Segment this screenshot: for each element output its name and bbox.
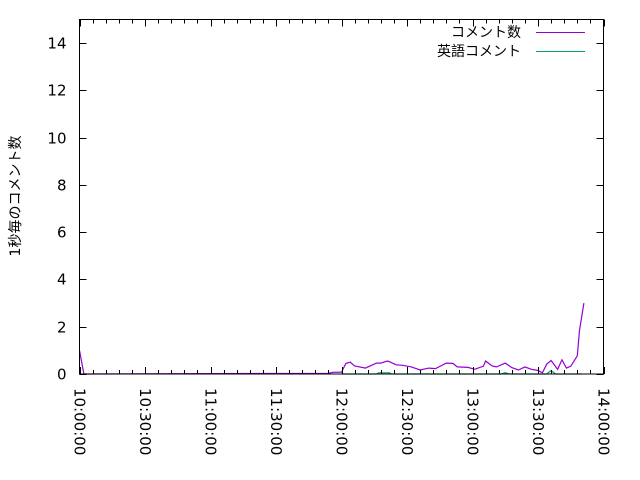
y-tick-label: 2 [57,319,67,337]
legend-label-english-comments: 英語コメント [437,43,521,60]
series-line-0 [78,303,585,375]
legend-label-comments: コメント数 [451,25,521,41]
x-tick-label: 13:30:00 [529,388,547,455]
y-tick-label: 0 [57,366,67,384]
x-tick-label: 11:30:00 [267,388,285,455]
y-tick-label: 14 [47,35,66,53]
axis-ticks: 0 2 4 6 8 10 12 14 10:00:00 10:30:00 11:00:00 11:30… [47,19,613,455]
legend: コメント数 英語コメント [437,25,585,60]
y-tick-label: 4 [57,271,67,289]
plot-marks [78,303,585,375]
y-tick-label: 12 [47,82,66,100]
x-tick-label: 13:00:00 [464,388,482,455]
y-tick-label: 6 [57,224,67,242]
x-tick-label: 14:00:00 [595,388,613,455]
x-tick-label: 12:30:00 [398,388,416,455]
series-line-1 [341,369,582,375]
x-tick-label: 12:00:00 [333,388,351,455]
x-tick-label: 10:30:00 [136,388,154,455]
y-axis-label: 1秒毎のコメント数 [8,136,24,257]
y-tick-label: 8 [57,177,67,195]
x-tick-label: 11:00:00 [202,388,220,455]
plot-border [79,19,604,375]
x-tick-label: 10:00:00 [71,388,89,455]
y-tick-label: 10 [47,130,66,148]
